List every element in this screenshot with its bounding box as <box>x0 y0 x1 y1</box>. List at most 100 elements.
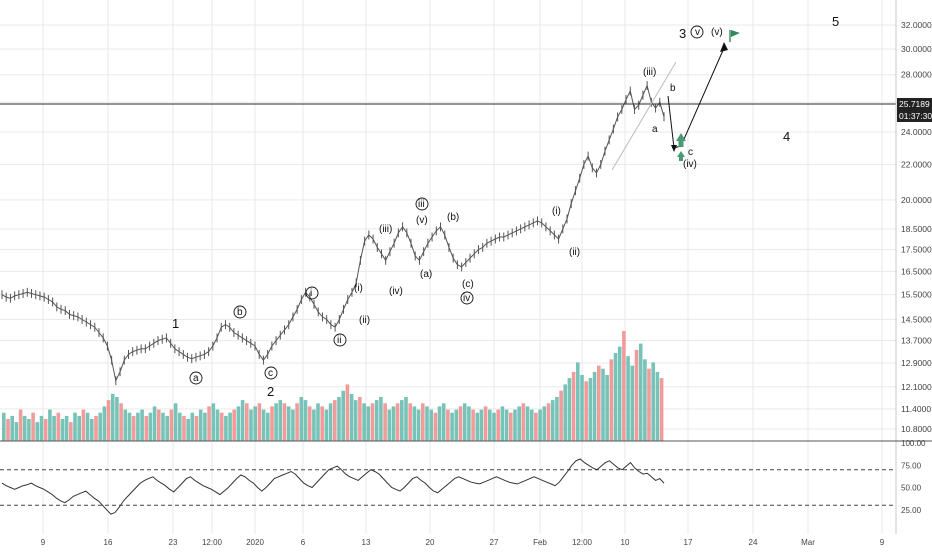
volume-bar <box>316 403 320 441</box>
green-up-marker-2-stem <box>679 157 683 161</box>
volume-bar <box>659 378 664 441</box>
p-iii-1: (iii) <box>379 224 392 235</box>
volume-bar <box>341 390 345 441</box>
countdown-value: 01:37:30 <box>899 111 932 121</box>
volume-bar <box>467 406 471 441</box>
green-up-marker <box>676 133 686 141</box>
volume-bar <box>421 403 425 441</box>
volume-bar <box>395 403 400 441</box>
volume-bar <box>483 406 488 441</box>
volume-bar <box>647 368 651 441</box>
p-i-2: (i) <box>552 206 561 217</box>
volume-bar <box>429 409 433 441</box>
time-axis-labels: 9 16 23 12:00 2020 6 13 20 27 Feb 12:00 10 17 24 Mar 9 <box>41 538 885 547</box>
circ-ii-text: ii <box>337 335 341 346</box>
flag-icon <box>731 30 740 37</box>
volume-bar <box>136 412 140 441</box>
circ-c-left <box>264 366 278 380</box>
volume-bar <box>31 412 35 441</box>
time-tick-label: 10 <box>621 538 630 547</box>
volume-bar <box>39 415 44 441</box>
volume-bar <box>182 415 186 441</box>
volume-bar <box>450 412 454 441</box>
volume-bar <box>571 371 576 441</box>
volume-bar <box>56 412 61 441</box>
volume-bar <box>144 415 149 441</box>
volume-bar <box>412 406 417 441</box>
volume-bar <box>500 406 505 441</box>
volume-bar <box>27 419 31 441</box>
volume-bar <box>228 412 232 441</box>
volume-bar <box>655 371 660 441</box>
countdown-tag <box>897 110 932 122</box>
volume-bar <box>232 409 236 441</box>
volume-bar <box>291 409 295 441</box>
volume-bar <box>542 406 547 441</box>
volume-bar <box>249 409 253 441</box>
p-b: (b) <box>447 212 459 223</box>
volume-bar <box>454 409 459 441</box>
price-line <box>1 83 665 383</box>
volume-bar <box>408 403 412 441</box>
price-tick-label: 15.5000 <box>901 290 932 300</box>
volume-bar <box>643 359 647 441</box>
p-v-1: (v) <box>416 215 428 226</box>
volume-bar <box>576 362 580 441</box>
volume-bar <box>270 406 274 441</box>
volume-bar <box>207 406 211 441</box>
volume-bar <box>115 397 119 441</box>
volume-bar <box>559 390 563 441</box>
volume-bar <box>211 403 216 441</box>
current-price-tag <box>897 98 932 110</box>
price-tick-label: 18.5000 <box>901 224 932 234</box>
volume-bar <box>479 409 484 441</box>
volume-bar <box>588 378 593 441</box>
volume-bar <box>48 409 52 441</box>
volume-bar <box>110 393 115 441</box>
time-tick-label: Feb <box>533 538 547 547</box>
rsi-tick-label: 25.00 <box>901 506 922 515</box>
volume-bar <box>127 412 132 441</box>
circ-a-text: a <box>193 373 199 384</box>
wave-4-label: 4 <box>783 129 790 144</box>
volume-bar <box>90 419 94 441</box>
price-tick-label: 22.0000 <box>901 159 932 169</box>
volume-bar <box>324 409 329 441</box>
wave-1-label: 1 <box>172 316 179 331</box>
projection-arrowhead <box>720 42 728 52</box>
price-tick-label: 14.5000 <box>901 314 932 324</box>
volume-bar <box>215 409 220 441</box>
volume-bar <box>161 412 165 441</box>
volume-bar <box>253 406 257 441</box>
volume-bar <box>328 403 333 441</box>
volume-bar <box>462 403 467 441</box>
volume-bar <box>224 415 228 441</box>
volume-bar <box>584 381 588 441</box>
volume-bar <box>219 412 224 441</box>
volume-bar <box>496 409 500 441</box>
volume-bar <box>475 412 480 441</box>
volume-bar <box>391 406 396 441</box>
volume-bar <box>425 406 429 441</box>
green-up-marker-stem <box>678 141 684 147</box>
volume-bar <box>245 403 249 441</box>
volume-bar <box>6 419 10 441</box>
volume-bar <box>634 349 639 441</box>
volume-bar <box>35 422 40 441</box>
volume-bar <box>261 409 266 441</box>
price-tick-label: 24.0000 <box>901 127 932 137</box>
volume-bar <box>194 415 199 441</box>
price-tick-label: 12.9000 <box>901 358 932 368</box>
p-i-1: (i) <box>354 283 363 294</box>
volume-bar <box>488 409 492 441</box>
circ-v <box>690 25 704 39</box>
time-tick-label: 17 <box>684 538 693 547</box>
time-tick-label: 12:00 <box>202 538 223 547</box>
volume-bar <box>165 415 169 441</box>
volume-bar <box>98 412 102 441</box>
volume-bar <box>374 400 379 441</box>
p-ii-2: (ii) <box>569 247 580 258</box>
projection-path <box>667 47 725 149</box>
volume-bar <box>605 375 609 441</box>
circ-b-text: b <box>237 307 243 318</box>
